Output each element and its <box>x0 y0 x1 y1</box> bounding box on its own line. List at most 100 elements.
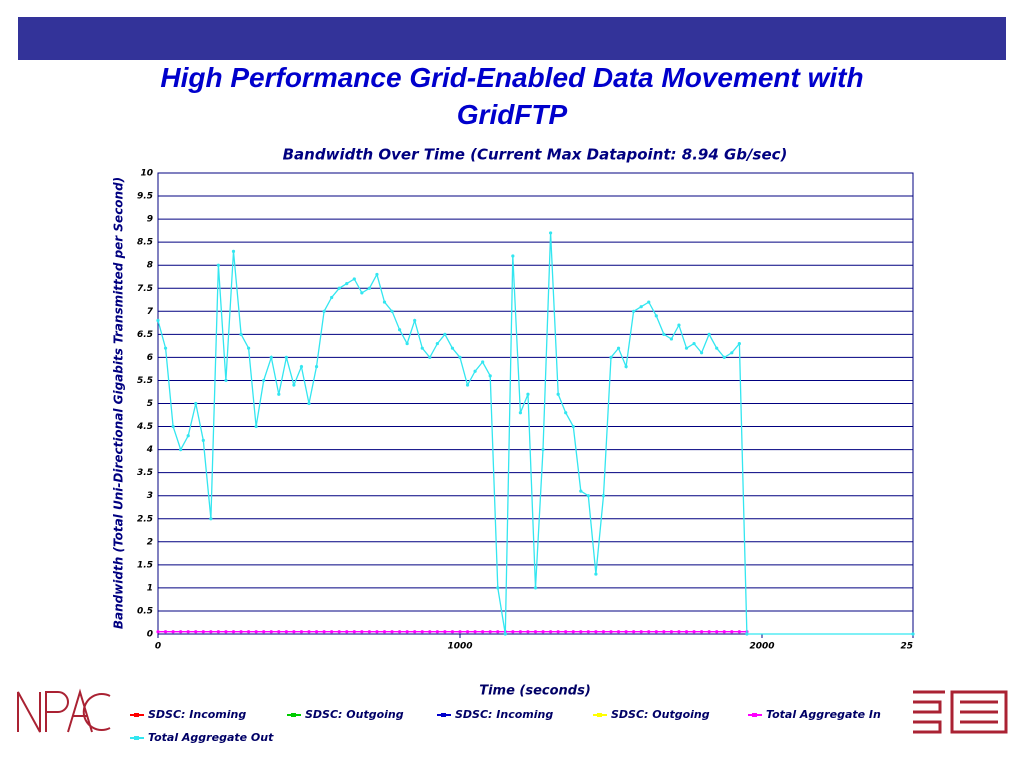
data-point <box>450 346 455 350</box>
data-point <box>420 346 424 350</box>
data-point <box>715 630 719 634</box>
data-point <box>684 346 689 350</box>
data-point <box>579 630 583 634</box>
legend-marker <box>134 736 139 740</box>
data-point <box>216 263 220 267</box>
data-point <box>526 392 530 396</box>
data-point <box>307 401 311 406</box>
legend-item: SDSC: Incoming <box>130 708 246 721</box>
data-point <box>398 630 402 634</box>
data-point <box>654 314 658 318</box>
data-point <box>375 630 379 634</box>
data-point <box>231 630 236 634</box>
data-point <box>594 572 598 576</box>
data-point <box>458 355 462 359</box>
data-point <box>496 586 500 590</box>
data-point <box>367 630 371 634</box>
y-tick-label: 1.5 <box>137 560 153 570</box>
data-point <box>277 392 281 396</box>
data-point <box>564 411 568 415</box>
data-point <box>692 630 696 634</box>
data-point <box>337 630 341 634</box>
data-point <box>292 630 296 634</box>
data-point <box>262 378 266 383</box>
data-point <box>730 630 734 634</box>
legend-label: Total Aggregate In <box>766 708 881 721</box>
data-point <box>624 630 628 634</box>
data-point <box>390 630 394 634</box>
data-point <box>533 586 538 590</box>
data-point <box>654 630 658 634</box>
data-point <box>662 332 666 336</box>
data-point <box>564 630 568 634</box>
x-tick-label: 1000 <box>447 642 472 652</box>
data-point <box>186 434 190 438</box>
data-point <box>239 332 243 336</box>
legend-marker <box>291 713 296 717</box>
data-point <box>307 630 311 634</box>
legend-marker <box>597 713 602 717</box>
data-point <box>360 630 364 634</box>
data-point <box>684 630 689 634</box>
data-point <box>171 630 175 634</box>
data-point <box>382 630 387 634</box>
data-point <box>443 630 447 634</box>
data-point <box>254 630 258 634</box>
data-point <box>632 309 636 313</box>
y-tick-label: 10 <box>140 169 153 179</box>
data-point <box>224 630 228 634</box>
y-tick-label: 7 <box>147 307 154 317</box>
data-point <box>677 323 681 327</box>
slide-title: High Performance Grid-Enabled Data Movem… <box>160 62 863 130</box>
data-point <box>556 630 560 634</box>
data-point <box>209 630 213 634</box>
data-point <box>420 630 424 634</box>
data-point <box>722 630 726 634</box>
data-point <box>352 277 356 281</box>
data-point <box>511 254 515 258</box>
data-point <box>360 291 364 295</box>
data-point <box>647 300 651 304</box>
data-point <box>586 494 590 498</box>
data-point <box>314 630 319 634</box>
data-point <box>549 231 553 235</box>
data-point <box>179 448 183 452</box>
data-point <box>571 424 575 429</box>
data-point <box>616 346 621 350</box>
data-point <box>473 369 477 373</box>
y-tick-label: 9.5 <box>137 192 153 202</box>
data-point <box>594 630 598 634</box>
data-point <box>247 346 251 350</box>
data-point <box>435 630 439 634</box>
legend-item: SDSC: Incoming <box>437 708 553 721</box>
y-tick-label: 4.5 <box>136 422 153 432</box>
data-point <box>518 411 523 415</box>
data-point <box>179 630 183 634</box>
data-point <box>428 630 432 634</box>
data-point <box>707 332 711 336</box>
data-point <box>413 630 417 634</box>
y-tick-label: 7.5 <box>137 284 153 294</box>
legend-label: SDSC: Outgoing <box>611 708 710 721</box>
data-point <box>428 355 432 359</box>
data-point <box>171 424 175 429</box>
data-point <box>549 630 553 634</box>
data-point <box>730 351 734 355</box>
data-point <box>488 630 492 634</box>
data-point <box>737 630 741 634</box>
data-point <box>330 295 334 300</box>
y-tick-label: 8 <box>147 261 153 271</box>
y-tick-label: 5 <box>147 399 153 409</box>
data-point <box>669 630 674 634</box>
y-tick-label: 1 <box>147 583 153 593</box>
data-point <box>330 630 334 634</box>
data-point <box>458 630 462 634</box>
data-point <box>156 630 160 634</box>
data-point <box>435 341 439 346</box>
data-point <box>186 630 190 634</box>
legend-marker <box>441 713 446 717</box>
legend-label: SDSC: Incoming <box>148 708 246 721</box>
data-point <box>601 630 606 634</box>
data-point <box>669 337 674 341</box>
chart-title: Bandwidth Over Time (Current Max Datapoi… <box>283 146 788 164</box>
